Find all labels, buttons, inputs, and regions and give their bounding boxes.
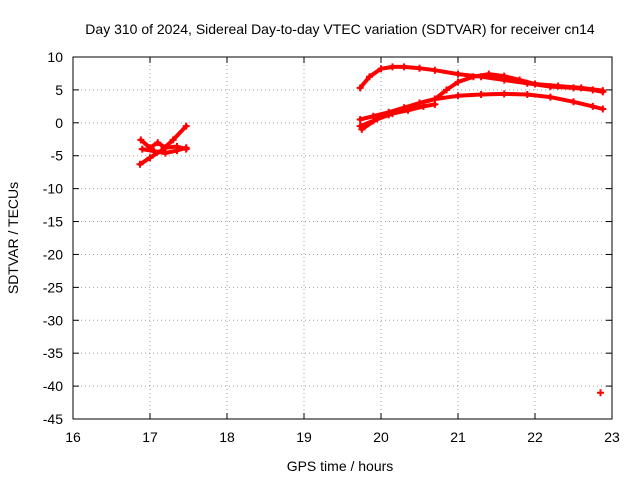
data-point xyxy=(419,102,427,110)
data-point xyxy=(173,147,181,154)
y-tick-labels: 10 5 0 -5 -10 -15 -20 -25 -30 -35 -40 -45 xyxy=(43,49,63,427)
data-point xyxy=(416,64,423,72)
data-point xyxy=(150,147,158,155)
data-point xyxy=(373,115,381,123)
data-point xyxy=(589,102,597,110)
x-tick-label: 23 xyxy=(604,429,620,445)
data-point xyxy=(523,91,531,98)
data-point xyxy=(137,136,145,144)
y-tick-label: -40 xyxy=(43,378,63,394)
data-point xyxy=(477,91,485,98)
y-tick-label: -30 xyxy=(43,312,63,328)
series-8 xyxy=(597,389,604,397)
y-tick-label: -45 xyxy=(43,411,63,427)
x-tick-labels: 16 17 18 19 20 21 22 23 xyxy=(65,429,620,445)
y-tick-label: -20 xyxy=(43,246,63,262)
data-point xyxy=(570,98,577,106)
data-point xyxy=(138,145,146,153)
x-tick-label: 18 xyxy=(219,429,235,445)
chart-title: Day 310 of 2024, Sidereal Day-to-day VTE… xyxy=(85,21,595,37)
data-point xyxy=(154,139,162,147)
x-tick-label: 17 xyxy=(142,429,158,445)
y-tick-label: 10 xyxy=(47,49,63,65)
data-point xyxy=(377,65,385,73)
data-series xyxy=(136,63,607,397)
data-point xyxy=(182,122,190,130)
data-point xyxy=(599,87,607,95)
x-axis-label: GPS time / hours xyxy=(287,458,394,474)
y-tick-label: -5 xyxy=(51,148,64,164)
data-point xyxy=(454,78,462,86)
y-axis-label: SDTVAR / TECUs xyxy=(5,182,21,294)
y-tick-label: 0 xyxy=(55,115,63,131)
y-tick-label: -15 xyxy=(43,214,63,230)
data-point xyxy=(531,80,539,88)
y-tick-label: -25 xyxy=(43,279,63,295)
data-point xyxy=(546,93,554,101)
data-point xyxy=(431,66,439,74)
data-point xyxy=(161,149,169,157)
data-point xyxy=(597,389,604,397)
data-point xyxy=(431,100,439,108)
data-point xyxy=(469,73,477,81)
data-point xyxy=(389,110,396,118)
data-point xyxy=(169,136,177,144)
data-point xyxy=(136,160,144,168)
data-point xyxy=(366,73,373,81)
series-4 xyxy=(356,63,607,96)
data-point xyxy=(454,92,462,100)
data-point xyxy=(577,84,585,92)
y-tick-label: 5 xyxy=(55,82,63,98)
y-tick-label: -10 xyxy=(43,181,63,197)
axis-ticks xyxy=(72,56,613,420)
data-point xyxy=(182,144,190,152)
data-point xyxy=(146,154,154,162)
data-point xyxy=(454,70,462,78)
x-tick-label: 16 xyxy=(65,429,81,445)
grid xyxy=(73,57,612,419)
data-point xyxy=(358,125,366,133)
x-tick-label: 21 xyxy=(450,429,466,445)
data-point xyxy=(554,82,562,90)
y-tick-label: -35 xyxy=(43,345,63,361)
x-tick-label: 22 xyxy=(527,429,543,445)
data-point xyxy=(356,116,364,123)
data-point xyxy=(500,90,508,98)
x-tick-label: 19 xyxy=(296,429,312,445)
data-point xyxy=(599,105,607,113)
data-point xyxy=(443,86,450,94)
data-point xyxy=(485,70,493,78)
data-point xyxy=(356,84,364,92)
plot-frame xyxy=(72,56,613,420)
data-point xyxy=(400,63,408,71)
series-7 xyxy=(358,100,439,133)
data-point xyxy=(500,72,508,80)
x-tick-label: 20 xyxy=(373,429,389,445)
series-5 xyxy=(356,90,607,123)
data-point xyxy=(389,63,396,71)
series-3 xyxy=(138,144,190,157)
data-point xyxy=(516,76,524,84)
data-point xyxy=(404,106,412,114)
